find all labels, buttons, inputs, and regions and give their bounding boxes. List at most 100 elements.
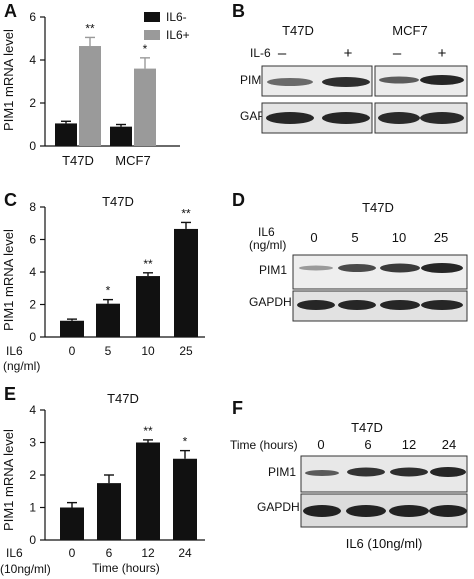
blot-band (378, 112, 420, 124)
legend-swatch-il6-plus (144, 30, 160, 40)
chart-c-ytick-label: 8 (29, 200, 36, 214)
blot-band (421, 263, 463, 273)
chart-a-ytick-label: 4 (29, 53, 36, 67)
chart-e-category-label: 0 (69, 546, 76, 560)
blot-b-cell-line: MCF7 (392, 23, 427, 38)
blot-f-row-header: Time (hours) (230, 438, 298, 452)
chart-e-ylabel: PIM1 mRNA level (1, 429, 16, 531)
blot-band (421, 300, 463, 310)
chart-e-xlabel: Time (hours) (92, 561, 160, 575)
chart-e-ytick-label: 4 (29, 403, 36, 417)
chart-c-bar (60, 320, 84, 337)
blot-band (305, 470, 339, 476)
blot-band (380, 263, 420, 273)
blot-band (322, 77, 370, 87)
chart-e-significance-label: ** (143, 424, 153, 438)
chart-c-title: T47D (102, 194, 134, 209)
chart-e-significance-label: * (183, 435, 188, 449)
blot-d-row-header: IL6 (258, 225, 275, 239)
blot-band (322, 112, 370, 124)
chart-c-ytick-label: 6 (29, 233, 36, 247)
chart-c-row-sublabel: (ng/ml) (3, 359, 40, 373)
chart-a-significance-label: * (143, 42, 148, 56)
chart-a-category-label: T47D (62, 153, 94, 168)
chart-a-legend: IL6- IL6+ (144, 10, 190, 42)
chart-e-bar (60, 507, 84, 540)
chart-a-ytick-label: 2 (29, 96, 36, 110)
chart-e-title: T47D (107, 391, 139, 406)
blot-f-time: 0 (317, 437, 324, 452)
chart-e-ytick-label: 3 (29, 436, 36, 450)
chart-c-ytick-label: 0 (29, 330, 36, 344)
blot-band (347, 467, 385, 477)
blot-f-row-label-pim1: PIM1 (268, 465, 296, 479)
blot-b-row-label-pim1: PIM1 (240, 73, 268, 87)
blot-band (346, 505, 386, 517)
blot-d-row-label-gapdh: GAPDH (249, 295, 292, 309)
blot-band (338, 264, 376, 272)
blot-band (338, 300, 376, 310)
blot-d-dose: 25 (434, 230, 448, 245)
panel-label-a: A (4, 1, 17, 21)
legend-label: IL6+ (166, 28, 190, 42)
blot-band (299, 265, 333, 271)
chart-c-ylabel: PIM1 mRNA level (1, 229, 16, 331)
chart-a-bar (79, 46, 101, 146)
chart-a-category-label: MCF7 (115, 153, 150, 168)
blot-band (389, 505, 429, 517)
chart-e-category-label: 12 (141, 546, 155, 560)
chart-c-category-label: 5 (105, 344, 112, 358)
blot-band (429, 505, 467, 517)
legend-swatch-il6-minus (144, 12, 160, 22)
chart-a-ytick-label: 6 (29, 10, 36, 24)
chart-c-significance-label: ** (143, 257, 153, 271)
blot-d-row-subheader: (ng/ml) (249, 238, 286, 252)
blot-band (266, 112, 314, 124)
panel-label-d: D (232, 190, 245, 210)
chart-e-category-label: 6 (106, 546, 113, 560)
blot-band (380, 300, 420, 310)
panel-label-b: B (232, 1, 245, 21)
blot-band (390, 467, 428, 477)
blot-d-dose: 5 (351, 230, 358, 245)
chart-a-ytick-label: 0 (29, 139, 36, 153)
chart-a-ylabel: PIM1 mRNA level (1, 29, 16, 131)
blot-f-footer: IL6 (10ng/ml) (346, 536, 423, 551)
chart-e-bar (97, 483, 121, 540)
chart-c-bar (174, 228, 198, 337)
blot-b-treatment: + (438, 45, 447, 62)
blot-f-time: 24 (442, 437, 456, 452)
chart-a-significance-label: ** (85, 21, 95, 35)
chart-e-row-sublabel: (10ng/ml) (0, 562, 51, 576)
blot-d: T47D IL6 (ng/ml) 0 5 10 25 PIM1 GAPDH (249, 200, 468, 322)
chart-c-ytick-label: 2 (29, 298, 36, 312)
chart-c-ytick-label: 4 (29, 265, 36, 279)
blot-f-time: 12 (402, 437, 416, 452)
chart-c-significance-label: * (106, 284, 111, 298)
chart-a-bar (110, 126, 132, 146)
chart-c: T47D PIM1 mRNA level 0 2 4 6 8 0 * 5 ** 10 ** 25 I… (1, 194, 205, 373)
blot-band (430, 467, 466, 477)
blot-d-dose: 10 (392, 230, 406, 245)
chart-e-bar (136, 442, 160, 540)
chart-c-row-label: IL6 (6, 344, 23, 358)
chart-c-category-label: 10 (141, 344, 155, 358)
panel-label-c: C (4, 190, 17, 210)
blot-d-dose: 0 (310, 230, 317, 245)
blot-band (303, 505, 341, 517)
blot-band (297, 300, 335, 310)
panel-label-f: F (232, 398, 243, 418)
chart-c-category-label: 25 (179, 344, 193, 358)
chart-e-bar (173, 458, 197, 540)
blot-b-treatment: – (278, 45, 287, 62)
chart-e-ytick-label: 1 (29, 501, 36, 515)
chart-e-row-label: IL6 (6, 546, 23, 560)
blot-f: T47D Time (hours) 0 6 12 24 PIM1 GAPDH I… (230, 420, 468, 551)
chart-a-bar (55, 123, 77, 146)
chart-a-bar (134, 68, 156, 146)
blot-d-title: T47D (362, 200, 394, 215)
blot-b-row-header: IL-6 (250, 46, 271, 60)
chart-c-category-label: 0 (69, 344, 76, 358)
